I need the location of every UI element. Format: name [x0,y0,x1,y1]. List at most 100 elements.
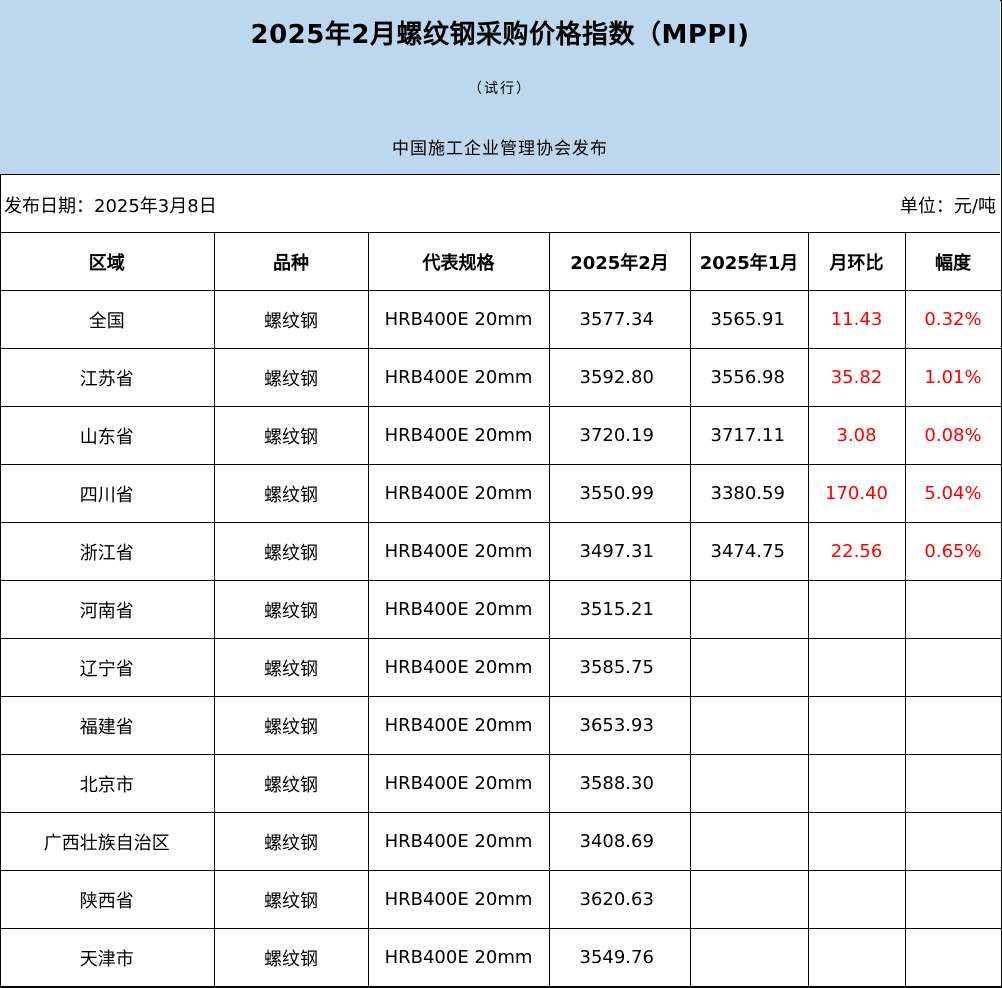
publish-date: 发布日期：2025年3月8日 [4,196,217,217]
cell-mom-change [807,638,906,697]
report-publisher: 中国施工企业管理协会发布 [392,139,608,159]
cell-mom-pct: 1.01% [904,348,1002,407]
cell-variety: 螺纹钢 [213,754,369,813]
cell-jan-price [689,580,809,639]
cell-region: 陕西省 [0,870,215,929]
cell-feb-price: 3585.75 [548,638,691,697]
cell-variety: 螺纹钢 [213,580,369,639]
cell-jan-price [689,696,809,755]
cell-region: 全国 [0,290,215,349]
cell-spec: HRB400E 20mm [367,638,550,697]
cell-mom-pct [904,638,1002,697]
cell-variety: 螺纹钢 [213,870,369,929]
cell-mom-change [807,754,906,813]
cell-jan-price [689,928,809,987]
cell-spec: HRB400E 20mm [367,870,550,929]
table-row: 山东省 螺纹钢 HRB400E 20mm 3720.19 3717.11 3.08 0.08… [0,406,1002,465]
cell-jan-price: 3556.98 [689,348,809,407]
column-header-pct: 幅度 [904,233,1002,291]
table-row: 全国 螺纹钢 HRB400E 20mm 3577.34 3565.91 11.43 0.32… [0,290,1002,349]
info-bar: 发布日期：2025年3月8日 单位：元/吨 [0,175,1000,233]
cell-mom-change [807,870,906,929]
cell-feb-price: 3515.21 [548,580,691,639]
cell-mom-change: 3.08 [807,406,906,465]
report-header: 2025年2月螺纹钢采购价格指数（MPPI) （试行） 中国施工企业管理协会发布 [0,0,1000,175]
cell-region: 河南省 [0,580,215,639]
cell-variety: 螺纹钢 [213,406,369,465]
column-header-region: 区域 [0,233,215,291]
cell-region: 广西壮族自治区 [0,812,215,871]
cell-mom-pct [904,580,1002,639]
cell-spec: HRB400E 20mm [367,696,550,755]
cell-region: 北京市 [0,754,215,813]
cell-variety: 螺纹钢 [213,290,369,349]
cell-feb-price: 3408.69 [548,812,691,871]
table-header-row: 区域 品种 代表规格 2025年2月 2025年1月 月环比 幅度 [0,233,1002,291]
cell-mom-change [807,812,906,871]
table-row: 广西壮族自治区 螺纹钢 HRB400E 20mm 3408.69 [0,812,1002,871]
cell-region: 浙江省 [0,522,215,581]
cell-spec: HRB400E 20mm [367,580,550,639]
cell-mom-pct [904,928,1002,987]
cell-region: 天津市 [0,928,215,987]
cell-spec: HRB400E 20mm [367,406,550,465]
cell-variety: 螺纹钢 [213,464,369,523]
cell-spec: HRB400E 20mm [367,290,550,349]
cell-mom-change [807,580,906,639]
cell-mom-pct [904,696,1002,755]
cell-variety: 螺纹钢 [213,812,369,871]
cell-feb-price: 3497.31 [548,522,691,581]
cell-variety: 螺纹钢 [213,928,369,987]
cell-mom-pct: 0.65% [904,522,1002,581]
cell-spec: HRB400E 20mm [367,754,550,813]
cell-region: 四川省 [0,464,215,523]
cell-mom-change: 22.56 [807,522,906,581]
table-row: 福建省 螺纹钢 HRB400E 20mm 3653.93 [0,696,1002,755]
cell-feb-price: 3549.76 [548,928,691,987]
cell-spec: HRB400E 20mm [367,928,550,987]
cell-jan-price [689,754,809,813]
cell-feb-price: 3550.99 [548,464,691,523]
column-header-feb: 2025年2月 [548,233,691,291]
table-row: 浙江省 螺纹钢 HRB400E 20mm 3497.31 3474.75 22.56 0.6… [0,522,1002,581]
cell-feb-price: 3577.34 [548,290,691,349]
unit-label: 单位：元/吨 [899,196,996,217]
column-header-spec: 代表规格 [367,233,550,291]
cell-jan-price: 3717.11 [689,406,809,465]
cell-jan-price [689,638,809,697]
cell-feb-price: 3620.63 [548,870,691,929]
cell-mom-change: 11.43 [807,290,906,349]
cell-mom-pct [904,870,1002,929]
cell-region: 山东省 [0,406,215,465]
cell-region: 福建省 [0,696,215,755]
cell-feb-price: 3720.19 [548,406,691,465]
cell-variety: 螺纹钢 [213,522,369,581]
cell-region: 辽宁省 [0,638,215,697]
cell-spec: HRB400E 20mm [367,522,550,581]
cell-jan-price [689,870,809,929]
cell-mom-change [807,696,906,755]
cell-feb-price: 3588.30 [548,754,691,813]
cell-jan-price: 3474.75 [689,522,809,581]
cell-mom-pct: 0.32% [904,290,1002,349]
cell-mom-change: 170.40 [807,464,906,523]
cell-jan-price: 3380.59 [689,464,809,523]
cell-spec: HRB400E 20mm [367,464,550,523]
column-header-variety: 品种 [213,233,369,291]
table-row: 河南省 螺纹钢 HRB400E 20mm 3515.21 [0,580,1002,639]
report-title: 2025年2月螺纹钢采购价格指数（MPPI) [250,20,750,50]
cell-jan-price: 3565.91 [689,290,809,349]
cell-variety: 螺纹钢 [213,638,369,697]
cell-region: 江苏省 [0,348,215,407]
cell-mom-pct: 0.08% [904,406,1002,465]
table-row: 北京市 螺纹钢 HRB400E 20mm 3588.30 [0,754,1002,813]
table-row: 江苏省 螺纹钢 HRB400E 20mm 3592.80 3556.98 35.82 1.0… [0,348,1002,407]
price-index-table: 区域 品种 代表规格 2025年2月 2025年1月 月环比 幅度 全国 螺纹钢 H… [0,233,1002,987]
cell-variety: 螺纹钢 [213,348,369,407]
cell-mom-change: 35.82 [807,348,906,407]
cell-jan-price [689,812,809,871]
column-header-mom: 月环比 [807,233,906,291]
table-row: 天津市 螺纹钢 HRB400E 20mm 3549.76 [0,928,1002,987]
column-header-jan: 2025年1月 [689,233,809,291]
cell-feb-price: 3653.93 [548,696,691,755]
